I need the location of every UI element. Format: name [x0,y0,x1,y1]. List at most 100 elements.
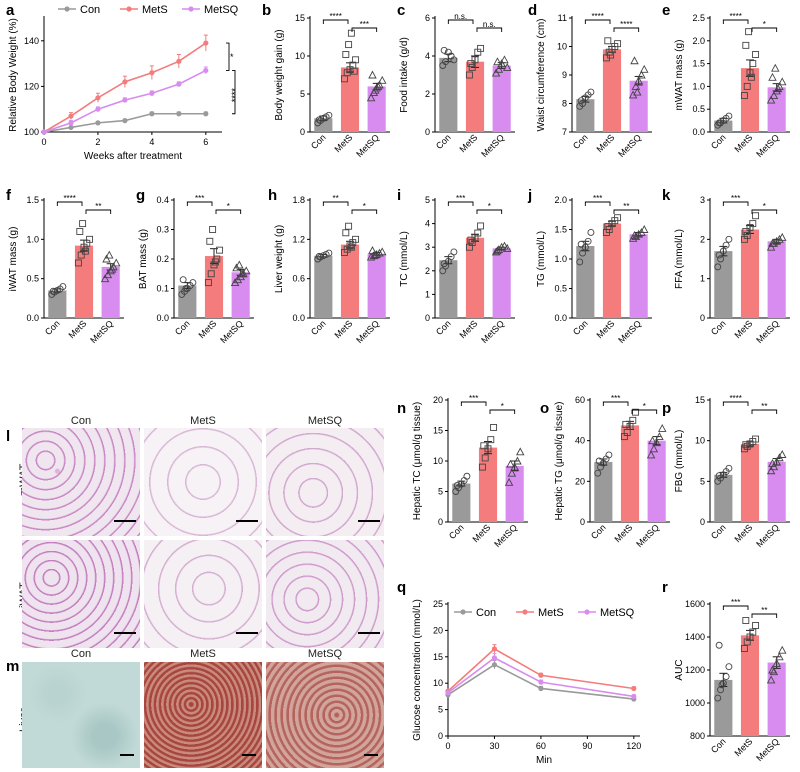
data-point-con [594,469,602,477]
data-point-con [717,255,724,263]
significance-bracket [322,201,349,206]
data-point-metsq [371,250,380,259]
data-point-con [538,685,544,692]
data-point-mets [631,685,637,692]
legend-marker [126,6,132,12]
bar-metsq [767,241,786,318]
data-point-metsq [771,63,780,72]
x-tick-label: MetS [457,132,479,154]
data-point-mets [76,228,84,235]
data-point-metsq [491,68,501,77]
data-point-mets [742,441,750,449]
significance-label: * [501,402,504,411]
data-point-metsq [766,242,776,251]
y-tick-label: 0.5 [554,284,567,294]
panel-letter-c: c [397,2,405,19]
significance-label: ** [761,402,767,411]
x-tick-label: MetS [594,318,616,340]
data-point-metsq [631,81,641,90]
significance-bracket [56,201,83,206]
bar-con [714,474,733,522]
data-point-metsq [107,264,117,273]
data-point-metsq [377,75,387,84]
data-point-con [605,451,613,459]
bar-con [576,246,595,318]
bar-mets [602,49,622,132]
y-tick-label: 15 [695,395,705,405]
panel-letter-d: d [528,2,537,19]
bar-con [576,99,595,132]
y-tick-label: 5 [438,705,443,715]
data-point-metsq [372,249,381,258]
data-point-mets [203,40,209,46]
data-point-mets [209,226,217,233]
data-point-mets [614,40,622,48]
y-tick-label: 1.0 [554,254,567,264]
data-point-con [715,119,723,127]
x-tick-label: MetS [732,132,754,154]
significance-label: **** [329,12,341,21]
data-point-con [179,276,187,284]
significance-bracket [351,209,378,214]
data-point-con [725,235,733,243]
data-point-con [442,58,449,66]
data-point-con [182,285,190,292]
x-tick-label: MetS [594,132,616,154]
y-tick-label: 2.0 [554,195,567,205]
x-tick-label: MetSQ [88,318,115,345]
histology-image-iwat-metsq [266,540,384,648]
x-tick-label: Con [709,318,728,337]
data-point-metsq [777,232,787,241]
y-tick-label: 1.5 [26,195,39,205]
data-point-metsq [122,97,128,103]
y-tick-label: 4 [425,51,430,61]
significance-bracket [476,27,503,32]
x-tick-label: Con [309,132,328,151]
y-tick-label: 0.6 [292,274,305,284]
data-point-mets [474,229,482,237]
significance-label: ** [333,194,339,203]
significance-bracket [226,42,230,71]
legend-label: MetSQ [600,607,635,619]
panel-letter-g: g [136,187,145,204]
data-point-mets [95,95,101,101]
significance-bracket [751,409,778,414]
data-point-metsq [515,447,525,456]
x-tick-label: Con [447,522,466,541]
data-point-metsq [497,242,506,251]
significance-bracket [460,401,487,406]
significance-bracket [722,605,749,610]
data-point-metsq [772,658,781,667]
data-point-metsq [504,477,514,486]
x-tick-label: 0 [41,137,46,147]
x-tick-label: Con [571,132,590,151]
data-point-mets [74,259,82,267]
y-tick-label: 3 [425,242,430,252]
legend-label: MetSQ [204,4,239,16]
data-point-metsq [95,106,101,112]
legend-marker [460,609,466,615]
x-tick-label: 30 [489,741,499,751]
scale-bar [236,520,258,522]
bar-con [714,251,733,318]
x-tick-label: MetSQ [354,132,381,159]
data-point-con [463,472,471,480]
y-tick-label: 0.0 [292,313,305,323]
data-point-metsq [371,85,380,94]
y-tick-label: 1.0 [26,234,39,244]
y-tick-label: 0 [700,517,705,527]
y-axis-label: AUC [674,659,685,680]
data-point-mets [607,51,615,59]
histology-image-mwat-metsq [266,428,384,536]
y-tick-label: 2.5 [692,13,705,23]
bar-con [594,462,613,522]
panel-letter-k: k [662,187,671,204]
hist-col-label-con: Con [70,415,92,427]
bar-mets [620,425,640,522]
x-tick-label: Con [434,318,453,337]
data-point-mets [746,69,754,77]
panel-letter-l: l [6,428,11,445]
significance-bracket [613,27,640,32]
data-point-con [450,248,458,256]
